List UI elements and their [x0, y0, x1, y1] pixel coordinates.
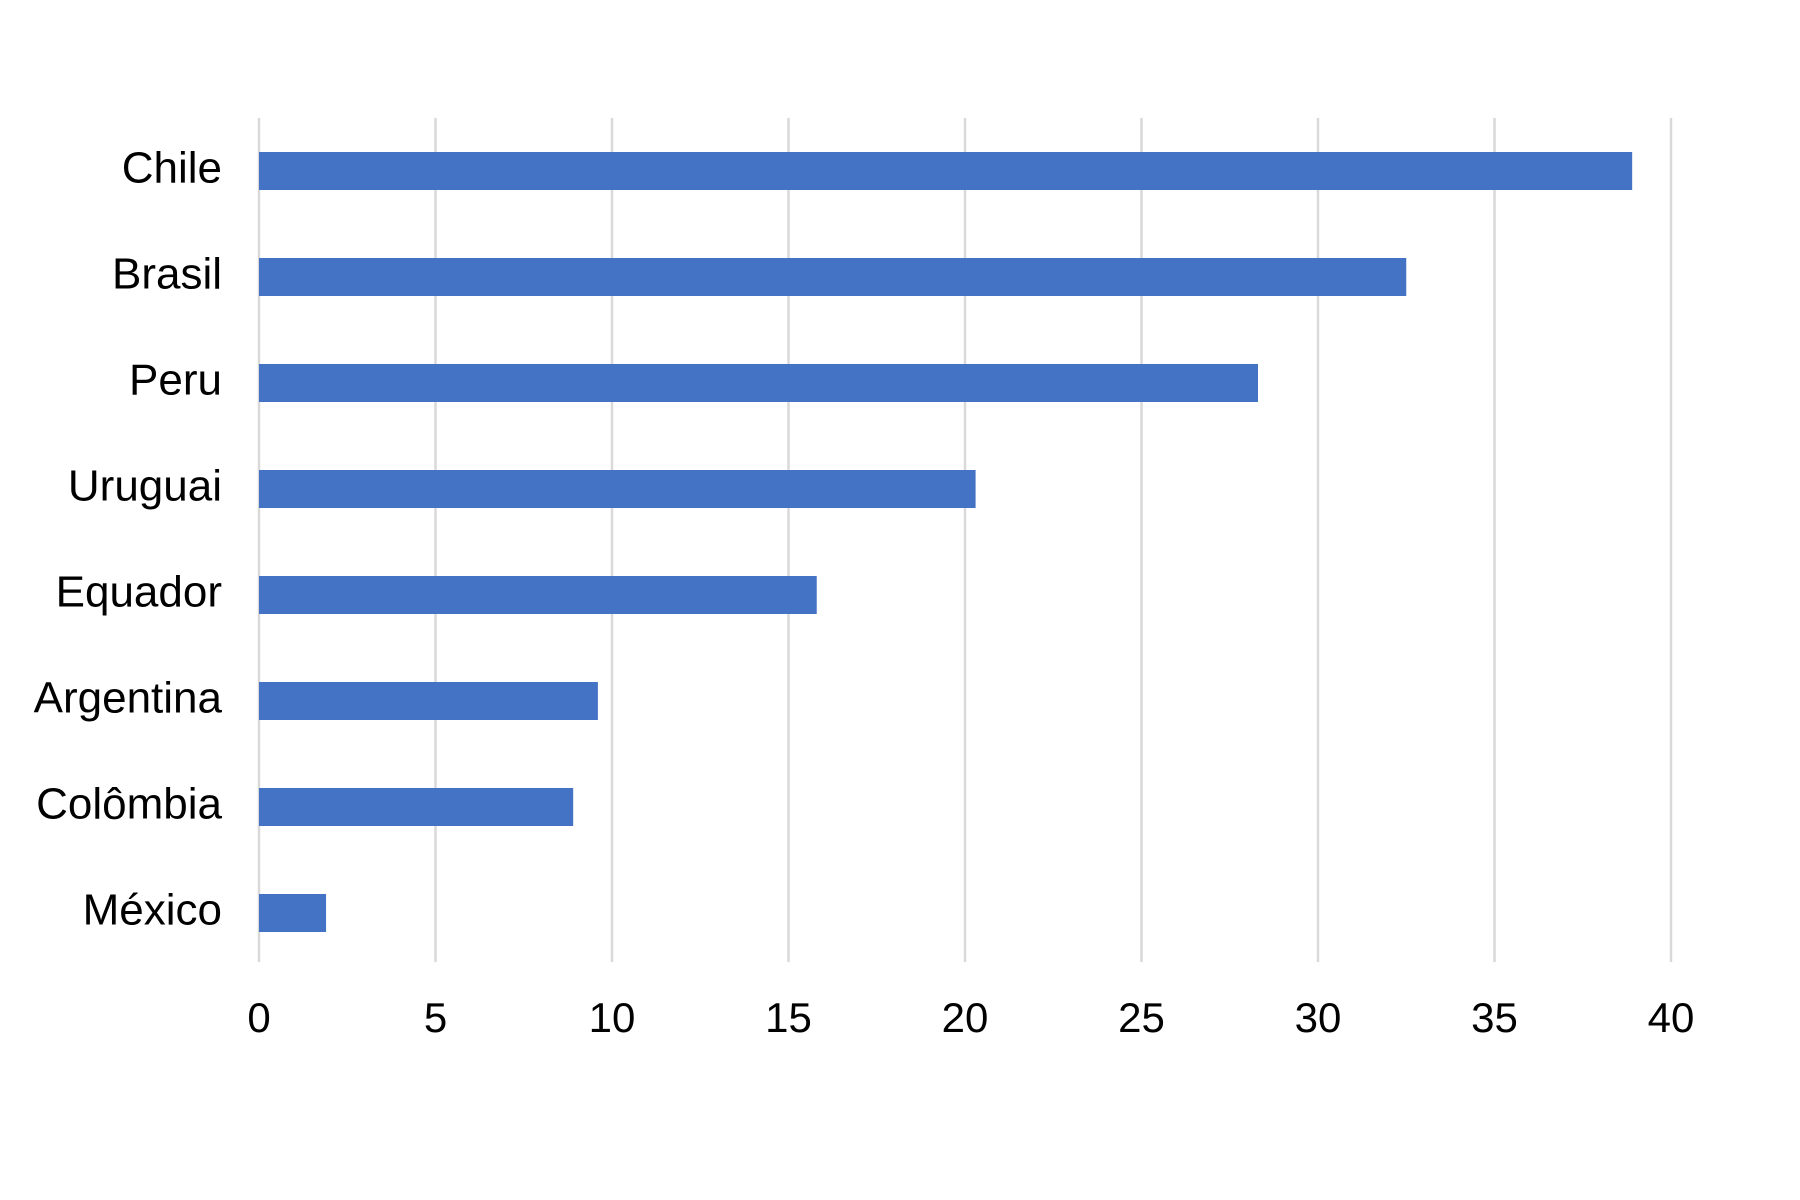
- x-tick-label: 35: [1471, 994, 1518, 1041]
- bars: [259, 152, 1633, 932]
- bar-brasil: [259, 258, 1407, 296]
- bar-uruguai: [259, 470, 976, 508]
- x-tick-label: 40: [1648, 994, 1695, 1041]
- category-label: México: [83, 886, 222, 935]
- gridlines: [257, 118, 1673, 962]
- x-tick-label: 0: [247, 994, 270, 1041]
- category-label: Equador: [56, 568, 222, 617]
- bar-peru: [259, 364, 1258, 402]
- x-tick-label: 20: [942, 994, 989, 1041]
- category-label: Colômbia: [36, 780, 222, 829]
- bar-chile: [259, 152, 1633, 190]
- x-tick-label: 30: [1295, 994, 1342, 1041]
- bar-equador: [259, 576, 817, 614]
- category-label: Brasil: [112, 250, 222, 299]
- category-label: Chile: [122, 144, 222, 193]
- x-axis-tick-labels: 0 5 10 15 20 25 30 35 40: [247, 994, 1694, 1041]
- bar-méxico: [259, 894, 327, 932]
- x-tick-label: 5: [424, 994, 447, 1041]
- category-label: Argentina: [34, 674, 223, 723]
- x-tick-label: 15: [765, 994, 812, 1041]
- category-labels: Chile Brasil Peru Uruguai Equador Argentina Co…: [34, 144, 223, 935]
- x-tick-label: 10: [589, 994, 636, 1041]
- category-label: Peru: [129, 356, 222, 405]
- x-tick-label: 25: [1118, 994, 1165, 1041]
- bar-colômbia: [259, 788, 574, 826]
- category-label: Uruguai: [68, 462, 222, 511]
- bar-argentina: [259, 682, 598, 720]
